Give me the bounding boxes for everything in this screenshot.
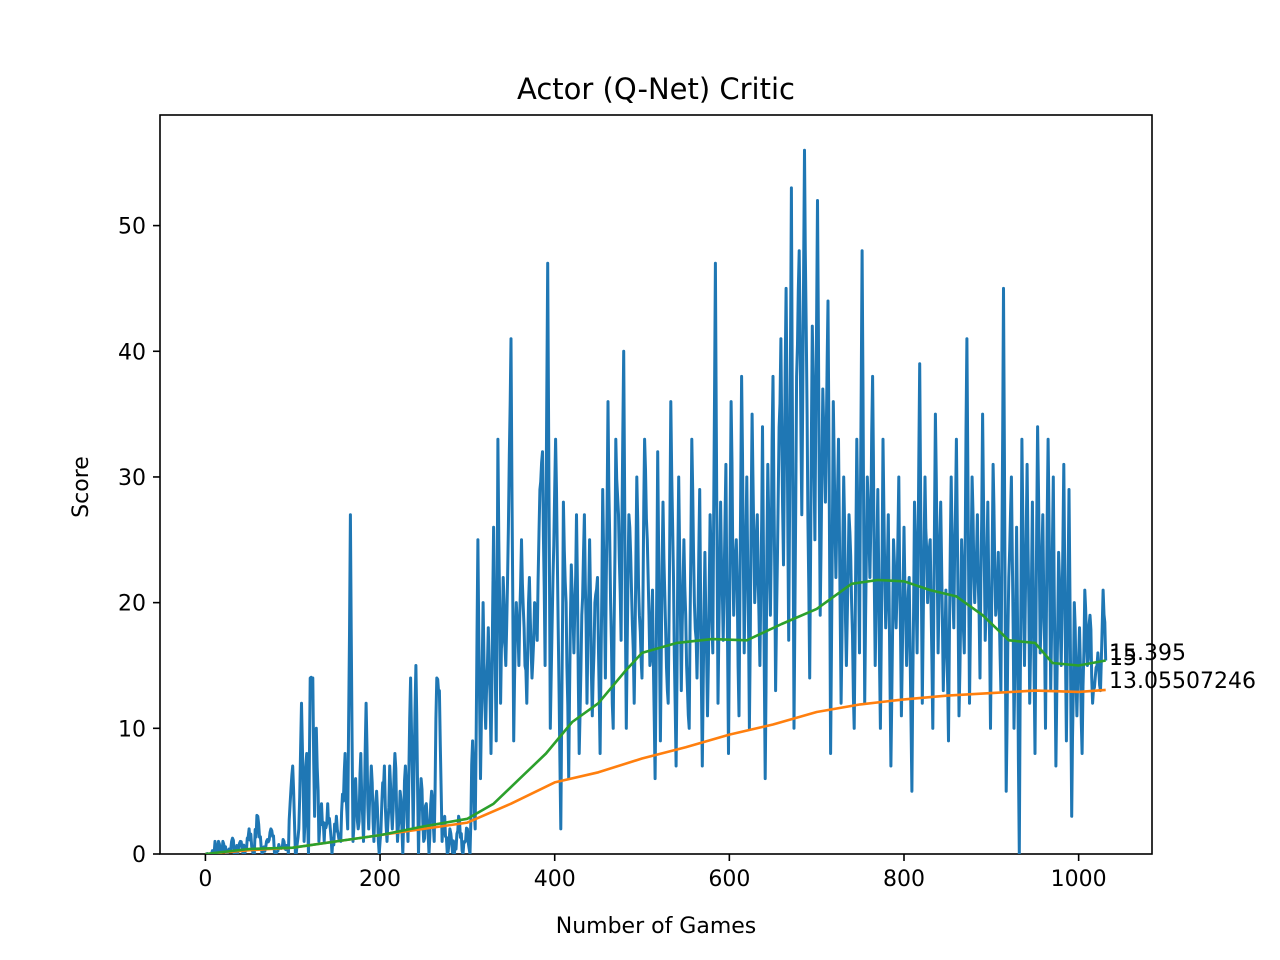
y-tick-label: 50 <box>118 215 146 240</box>
y-tick-label: 30 <box>118 466 146 491</box>
x-tick-label: 600 <box>708 867 750 892</box>
x-tick-label: 800 <box>883 867 925 892</box>
x-tick-label: 200 <box>359 867 401 892</box>
end-label-series-1-integer: 15 <box>1109 646 1137 671</box>
y-tick-label: 20 <box>118 592 146 617</box>
y-tick-label: 40 <box>118 340 146 365</box>
series-line-rolling-mean-last-100- <box>205 578 1106 854</box>
x-tick-label: 400 <box>534 867 576 892</box>
y-axis-label: Score <box>69 456 94 518</box>
series-layer <box>204 148 1108 854</box>
x-axis: 0 200 400 600 800 1000 <box>198 854 1107 892</box>
end-label-series-2: 13.05507246 <box>1109 669 1256 694</box>
x-axis-label: Number of Games <box>556 914 757 939</box>
series-line-scores <box>204 148 1108 854</box>
y-tick-label: 10 <box>118 717 146 742</box>
end-label-series-1: 15.395 <box>1109 641 1186 666</box>
y-axis: 0 10 20 30 40 50 <box>118 215 160 868</box>
y-tick-label: 0 <box>132 843 146 868</box>
chart-title: Actor (Q-Net) Critic <box>517 72 795 106</box>
x-tick-label: 1000 <box>1051 867 1107 892</box>
x-tick-label: 0 <box>198 867 212 892</box>
